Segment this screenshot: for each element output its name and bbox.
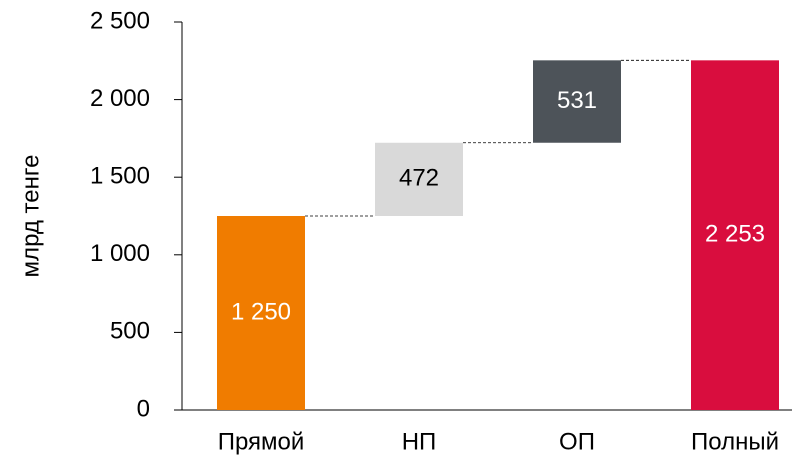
y-tick-label: 0: [137, 395, 150, 422]
bar: [217, 216, 305, 410]
x-tick-label: Прямой: [218, 428, 305, 455]
x-tick-label: ОП: [559, 428, 595, 455]
value-label: 2 253: [705, 221, 765, 248]
bar: [375, 142, 463, 216]
y-tick-label: 2 000: [90, 85, 150, 112]
value-label: 1 250: [231, 298, 291, 325]
y-tick-label: 1 500: [90, 163, 150, 190]
y-axis-label: млрд тенге: [17, 155, 44, 278]
value-label: 472: [399, 165, 439, 192]
x-tick-label: НП: [402, 428, 437, 455]
y-tick-label: 500: [110, 318, 150, 345]
x-tick-label: Полный: [691, 428, 779, 455]
bar: [691, 60, 779, 410]
y-tick-label: 2 500: [90, 7, 150, 34]
bar: [533, 60, 621, 143]
y-tick-label: 1 000: [90, 240, 150, 267]
value-label: 531: [557, 87, 597, 114]
